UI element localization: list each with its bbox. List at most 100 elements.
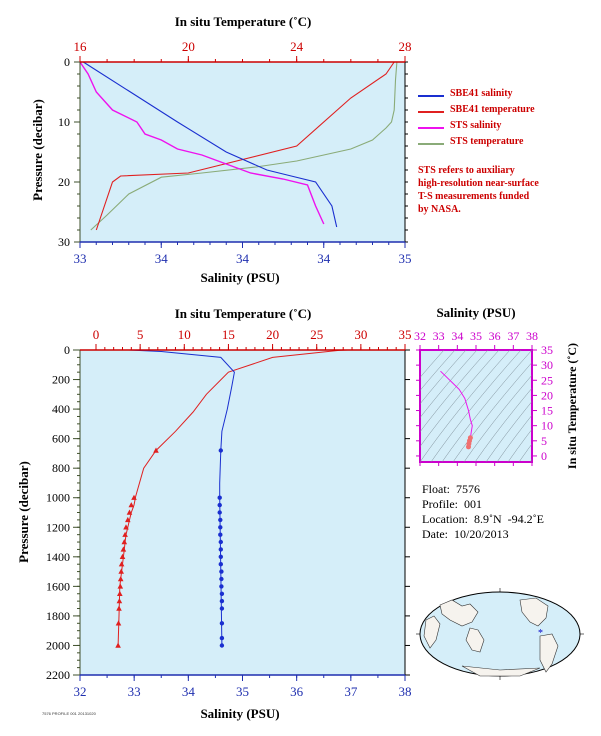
top-y-tick-label: 10 — [58, 115, 70, 129]
inset-temp-tick-label: 25 — [541, 373, 553, 387]
map-antarctica-shape — [461, 665, 541, 677]
main-temperature-marker — [128, 502, 135, 508]
inset-density-contour — [420, 350, 489, 433]
top-temp-tick-label: 20 — [182, 39, 195, 54]
main-temp-tick-label: 15 — [222, 327, 235, 342]
sts-note: STS refers to auxiliary high-resolution … — [418, 164, 593, 216]
inset-salinity-tick-label: 32 — [414, 329, 426, 343]
map-continents — [423, 597, 559, 677]
main-salinity-marker — [218, 554, 223, 559]
map-africa-shape — [423, 615, 441, 649]
main-temperature-marker — [115, 620, 122, 626]
main-salinity-marker — [219, 635, 225, 641]
inset-temp-tick-label: 20 — [541, 388, 553, 402]
main-temperature-marker — [116, 598, 123, 604]
inset-ts-point — [466, 444, 471, 450]
main-temperature-marker — [126, 509, 133, 515]
top-series-sbe41-salinity — [83, 61, 338, 228]
inset-temp-tick-label: 0 — [541, 449, 547, 463]
main-salinity-tick-label: 32 — [74, 684, 87, 699]
inset-salinity-tick-label: 34 — [451, 329, 463, 343]
inset-density-contour — [420, 350, 478, 419]
main-temperature-marker — [118, 568, 124, 574]
main-y-tick-label: 400 — [52, 402, 70, 416]
note-line: high-resolution near-surface — [418, 178, 539, 189]
top-pressure-axis-label: Pressure (decibar) — [30, 99, 45, 201]
main-y-tick-label: 600 — [52, 432, 70, 446]
main-y-tick-label: 1600 — [46, 579, 70, 593]
main-salinity-marker — [218, 532, 223, 537]
main-salinity-axis-label: Salinity (PSU) — [200, 706, 279, 721]
main-salinity-marker — [217, 510, 222, 515]
main-y-tick-label: 2000 — [46, 638, 70, 652]
legend-swatch — [418, 111, 444, 113]
legend-label: SBE41 salinity — [450, 88, 513, 99]
top-salinity-tick-label: 34 — [155, 251, 169, 266]
note-line: STS refers to auxiliary — [418, 165, 515, 176]
main-series-sbe41-salinity — [128, 349, 235, 646]
main-temp-tick-label: 10 — [178, 327, 191, 342]
main-salinity-marker — [218, 562, 223, 567]
float-id-row: Float: 7576 — [422, 482, 481, 496]
main-salinity-tick-label: 37 — [344, 684, 358, 699]
top-chart: 0 10 20 30 16 20 24 28 33 34 34 34 35 In situ Temper… — [30, 14, 412, 285]
main-y-tick-label: 200 — [52, 373, 70, 387]
map-border-ticks — [416, 588, 584, 680]
main-pressure-axis-label: Pressure (decibar) — [16, 461, 31, 563]
main-salinity-marker — [219, 606, 225, 611]
main-temp-tick-label: 30 — [354, 327, 367, 342]
note-line: by NASA. — [418, 204, 461, 215]
top-y-tick-label: 0 — [64, 55, 70, 69]
legend-label: STS salinity — [450, 120, 502, 131]
legend-label: SBE41 temperature — [450, 104, 535, 115]
top-plot-area — [79, 61, 406, 243]
main-salinity-marker — [218, 525, 223, 530]
main-temp-tick-label: 25 — [310, 327, 323, 342]
inset-temp-tick-label: 5 — [541, 434, 547, 448]
main-y-tick-label: 1000 — [46, 491, 70, 505]
float-info: Float: 7576 Profile: 001 Location: 8.9˚N… — [422, 482, 544, 542]
note-line: T-S measurements funded — [418, 191, 530, 202]
main-y-tick-label: 2200 — [46, 668, 70, 682]
main-temperature-marker — [131, 494, 137, 500]
inset-salinity-tick-label: 35 — [470, 329, 482, 343]
main-temperature-marker — [123, 524, 129, 530]
top-temp-axis-label: In situ Temperature (˚C) — [175, 14, 312, 29]
inset-density-contour — [420, 350, 500, 448]
main-temperature-marker — [122, 531, 128, 537]
legend-swatch — [418, 95, 444, 97]
main-salinity-marker — [218, 539, 223, 545]
inset-density-contour — [463, 374, 532, 462]
inset-density-contour — [518, 443, 532, 462]
main-temperature-marker — [117, 583, 124, 589]
main-temperature-marker — [125, 516, 131, 523]
top-temp-tick-label: 28 — [399, 39, 412, 54]
inset-density-contour — [420, 350, 456, 391]
main-temp-tick-label: 5 — [137, 327, 144, 342]
main-salinity-tick-label: 35 — [236, 684, 249, 699]
inset-salinity-tick-label: 36 — [489, 329, 501, 343]
float-location-marker: * — [538, 628, 543, 639]
main-temp-tick-label: 0 — [93, 327, 100, 342]
main-y-tick-label: 1400 — [46, 550, 70, 564]
main-salinity-marker — [219, 576, 224, 582]
main-temperature-marker — [118, 561, 125, 567]
main-plot-area — [79, 349, 406, 676]
main-salinity-marker — [217, 495, 222, 500]
main-y-tick-label: 1800 — [46, 609, 70, 623]
main-salinity-marker — [219, 598, 225, 604]
main-salinity-marker — [218, 547, 223, 552]
inset-temp-tick-label: 15 — [541, 404, 553, 418]
legend-swatch — [418, 143, 444, 145]
main-salinity-marker — [218, 517, 223, 523]
location-map: * — [416, 588, 584, 680]
location-row: Location: 8.9˚N -94.2˚E — [422, 512, 544, 526]
date-row: Date: 10/20/2013 — [422, 527, 509, 541]
top-y-tick-label: 30 — [58, 235, 70, 249]
main-temperature-marker — [116, 605, 122, 611]
inset-temp-axis-label: In situ Temperature (˚C) — [565, 343, 579, 469]
inset-temp-tick-label: 30 — [541, 358, 553, 372]
inset-density-contour — [441, 350, 532, 462]
top-salinity-tick-label: 33 — [74, 251, 87, 266]
